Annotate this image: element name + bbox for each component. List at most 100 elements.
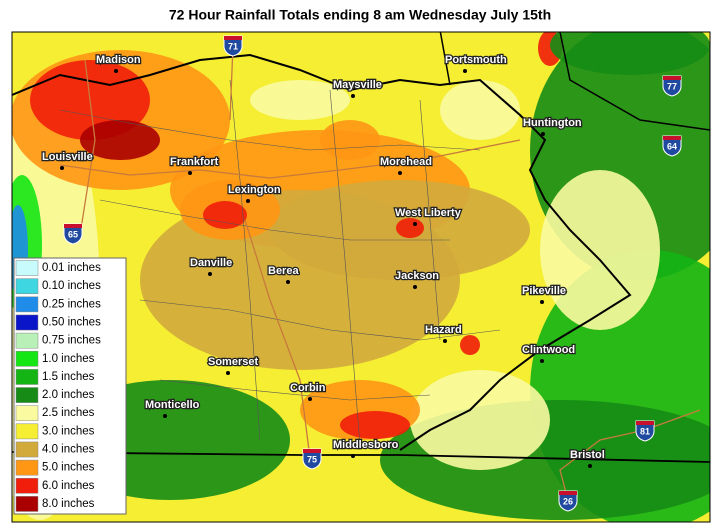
- legend-swatch: [15, 314, 39, 331]
- shield-band: [224, 36, 242, 40]
- shield-band: [64, 224, 82, 228]
- city-label: Madison: [96, 54, 141, 66]
- city-dot: [413, 285, 417, 289]
- interstate-shield: [635, 420, 655, 442]
- shield-number: 81: [640, 426, 650, 436]
- shield-band: [559, 491, 577, 495]
- interstate-shield: [63, 223, 83, 245]
- shield-band: [663, 136, 681, 140]
- city-label: Bristol: [570, 449, 605, 461]
- city-dot: [540, 359, 544, 363]
- legend-swatch: [15, 260, 39, 276]
- city-dot: [398, 171, 402, 175]
- city-label: Monticello: [145, 399, 200, 411]
- city-dot: [351, 454, 355, 458]
- shield-band: [636, 421, 654, 425]
- legend-label: 1.5 inches: [42, 371, 95, 383]
- legend-swatch: [15, 496, 39, 512]
- legend-label: 8.0 inches: [42, 498, 95, 510]
- shield-number: 77: [667, 81, 677, 91]
- legend-swatch: [15, 423, 39, 440]
- city-dot: [60, 166, 64, 170]
- city-label: Somerset: [208, 356, 258, 368]
- city-label: Lexington: [228, 184, 281, 196]
- map-title: 72 Hour Rainfall Totals ending 8 am Wedn…: [169, 7, 551, 23]
- legend-swatch: [15, 441, 39, 458]
- city-dot: [588, 464, 592, 468]
- legend-label: 0.10 inches: [42, 280, 101, 292]
- county-lines: [59, 79, 501, 446]
- state-line: [12, 53, 632, 451]
- rain-area: [550, 32, 710, 75]
- legend-label: 3.0 inches: [42, 425, 95, 437]
- legend-label: 5.0 inches: [42, 462, 95, 474]
- city-label: Maysville: [333, 79, 382, 91]
- city-label: Jackson: [395, 270, 439, 282]
- shield-band: [303, 449, 321, 453]
- city-label: Berea: [268, 265, 299, 277]
- legend-swatch: [15, 332, 39, 349]
- city-label: Frankfort: [170, 156, 219, 168]
- city-label: Middlesboro: [333, 439, 399, 451]
- map-frame: [11, 31, 711, 523]
- city-label: Louisville: [42, 151, 93, 163]
- boundaries: [12, 32, 710, 501]
- rain-area: [540, 170, 660, 330]
- city-label: Portsmouth: [445, 54, 507, 66]
- state-line: [439, 32, 710, 131]
- legend-swatch: [15, 296, 39, 313]
- city-label: Morehead: [380, 156, 432, 168]
- legend-swatch: [15, 387, 39, 403]
- rain-area: [410, 370, 550, 470]
- city-dot: [413, 222, 417, 226]
- city-dot: [541, 132, 545, 136]
- city-dot: [308, 397, 312, 401]
- city-dot: [188, 171, 192, 175]
- city-label: Clintwood: [522, 344, 575, 356]
- city-dot: [443, 339, 447, 343]
- rain-area: [80, 120, 160, 160]
- legend-swatch: [15, 369, 39, 385]
- city-dot: [540, 300, 544, 304]
- interstate-shield: [558, 490, 578, 512]
- city-label: Huntington: [523, 117, 582, 129]
- city-dot: [246, 199, 250, 203]
- legend-label: 0.25 inches: [42, 298, 101, 310]
- interstate-shield: [662, 75, 682, 97]
- legend-label: 2.0 inches: [42, 389, 95, 401]
- rain-area: [203, 201, 247, 229]
- legend-label: 1.0 inches: [42, 353, 95, 365]
- city-label: Corbin: [290, 382, 326, 394]
- legend-swatch: [15, 278, 39, 295]
- shield-band: [663, 76, 681, 80]
- city-dot: [226, 371, 230, 375]
- legend-label: 0.50 inches: [42, 317, 101, 329]
- legend-label: 6.0 inches: [42, 480, 95, 492]
- shield-number: 65: [68, 229, 78, 239]
- shield-number: 26: [563, 496, 573, 506]
- city-label: West Liberty: [395, 207, 462, 219]
- rain-area: [440, 80, 520, 140]
- interstate-shield: [302, 448, 322, 470]
- rain-area: [320, 120, 380, 160]
- legend-label: 0.75 inches: [42, 335, 101, 347]
- legend-box: [13, 257, 127, 515]
- legend-label: 2.5 inches: [42, 407, 95, 419]
- city-dot: [208, 272, 212, 276]
- interstate-shield: [223, 35, 243, 57]
- interstate-shield: [662, 135, 682, 157]
- rain-area: [396, 218, 424, 238]
- legend-label: 4.0 inches: [42, 444, 95, 456]
- legend-swatch: [15, 477, 39, 494]
- shield-number: 75: [307, 454, 317, 464]
- city-dot: [163, 414, 167, 418]
- city-label: Hazard: [425, 324, 462, 336]
- roads: [59, 44, 701, 501]
- rain-area: [460, 335, 480, 355]
- legend-swatch: [15, 405, 39, 422]
- shield-number: 71: [228, 41, 238, 51]
- shield-number: 64: [667, 141, 677, 151]
- legend: 0.01 inches 0.10 inches 0.25 inches 0.50 in…: [13, 257, 127, 515]
- legend-label: 0.01 inches: [42, 262, 101, 274]
